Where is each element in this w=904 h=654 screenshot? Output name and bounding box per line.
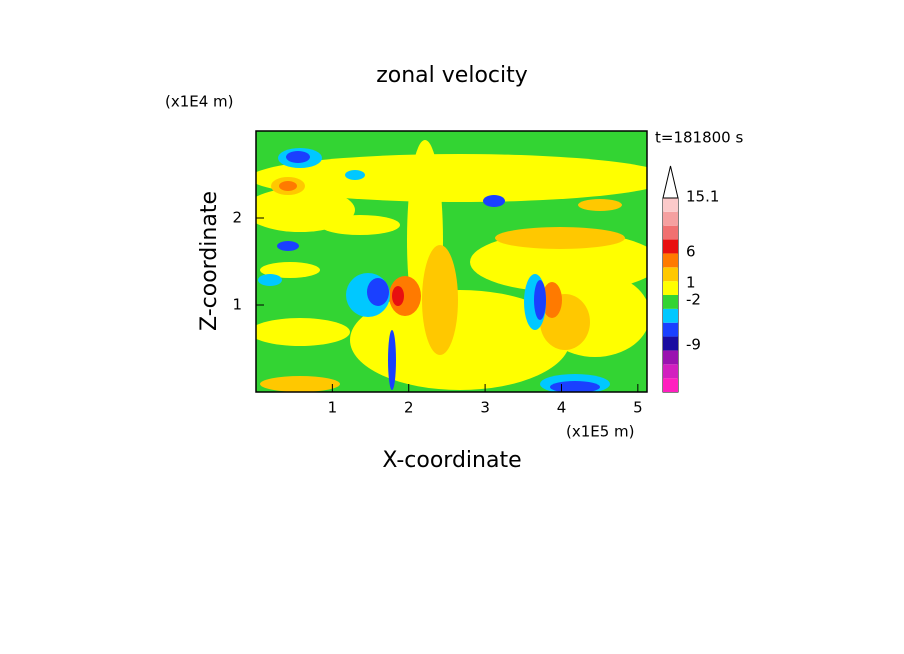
colorbar-segment [663, 211, 678, 226]
colorbar-segment [663, 295, 678, 309]
colorbar-arrow [662, 165, 679, 199]
x-tick-label: 2 [404, 399, 414, 417]
contour-region [277, 151, 600, 392]
chart-title: zonal velocity [376, 63, 528, 88]
time-label: t=181800 s [655, 129, 743, 147]
colorbar-segment [663, 281, 678, 295]
colorbar-segment [663, 308, 678, 323]
contour-region [279, 181, 562, 318]
x-tick-label: 1 [328, 399, 338, 417]
colorbar-segment [663, 239, 678, 254]
colorbar-segment [663, 364, 678, 379]
colorbar-tick-label: 15.1 [686, 188, 719, 206]
x-units: (x1E5 m) [566, 423, 635, 441]
colorbar-segment [663, 225, 678, 240]
x-tick-label: 4 [557, 399, 567, 417]
colorbar-segment [663, 253, 678, 268]
y-units: (x1E4 m) [165, 93, 234, 111]
y-tick-label: 2 [232, 209, 242, 227]
contour-field [256, 131, 647, 392]
colorbar-segment [663, 198, 678, 212]
colorbar-tick-label: 6 [686, 243, 696, 261]
colorbar-segment [663, 336, 678, 351]
plot-frame [255, 130, 648, 393]
y-tick-label: 1 [232, 296, 242, 314]
contour-region [392, 286, 404, 306]
x-tick-label: 5 [633, 399, 643, 417]
colorbar-segment [663, 350, 678, 365]
colorbar-tick-label: 1 [686, 274, 696, 292]
y-axis-label: Z-coordinate [197, 191, 222, 331]
x-axis-label: X-coordinate [382, 448, 521, 473]
colorbar-segment [663, 322, 678, 337]
colorbar-segment [663, 378, 678, 392]
colorbar-tick-label: -9 [686, 336, 701, 354]
colorbar-segment [663, 267, 678, 282]
x-tick-label: 3 [480, 399, 490, 417]
colorbar-tick-label: -2 [686, 291, 701, 309]
